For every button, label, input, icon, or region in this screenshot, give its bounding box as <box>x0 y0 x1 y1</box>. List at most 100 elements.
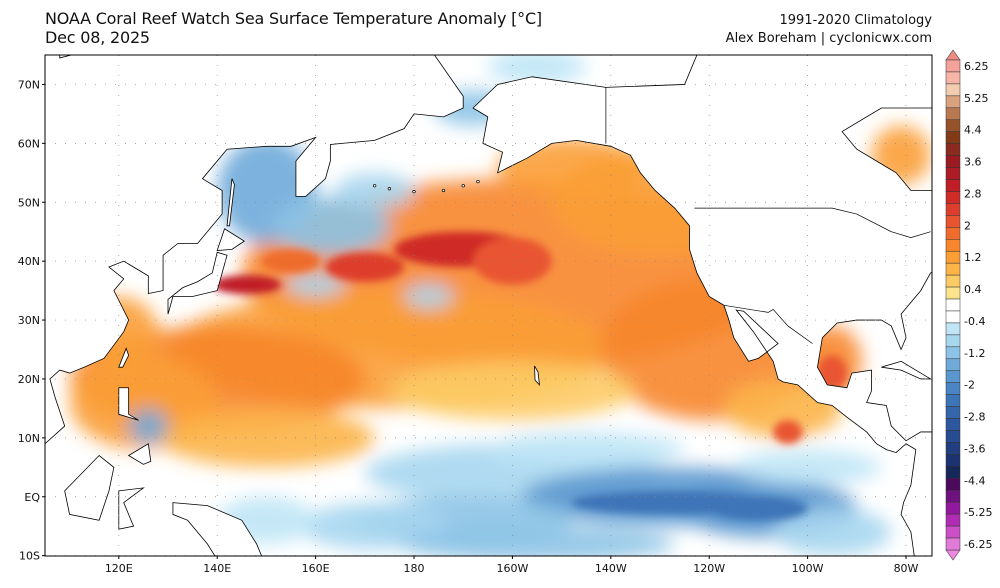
lat-label: 70N <box>18 78 40 91</box>
island-aleutian <box>372 184 377 188</box>
colorbar-bin <box>945 406 961 419</box>
colorbar-bin <box>945 501 961 515</box>
colorbar-bin <box>945 286 961 300</box>
colorbar-bin <box>945 478 961 491</box>
land-luzon <box>118 387 139 421</box>
lat-label: 20N <box>18 373 40 386</box>
colorbar-label: 5.25 <box>964 92 989 105</box>
anomaly-patch <box>487 55 587 85</box>
land-honshu <box>167 251 228 315</box>
land-north-america <box>472 55 932 556</box>
credits: 1991-2020 Climatology Alex Boreham | cyc… <box>726 12 932 48</box>
colorbar-bin <box>945 262 961 276</box>
land-hokkaido <box>216 228 245 251</box>
anomaly-hotspot <box>325 252 405 282</box>
land-hawaii <box>534 365 540 386</box>
island-aleutian <box>441 188 446 193</box>
lon-label: 160W <box>496 562 528 575</box>
colorbar-bin <box>945 155 961 168</box>
colorbar-bin <box>945 454 961 467</box>
colorbar-bin <box>945 442 961 455</box>
map-title: NOAA Coral Reef Watch Sea Surface Temper… <box>45 9 542 47</box>
colorbar-bin <box>945 71 961 85</box>
anomaly-patch <box>733 449 882 485</box>
land-masses <box>45 55 932 556</box>
colorbar-bin <box>945 370 961 383</box>
latitude-axis: 70N 60N 50N 40N 30N 20N 10N EQ 10S <box>18 78 45 563</box>
colorbar-bin <box>945 358 961 371</box>
colorbar-bin <box>945 131 961 144</box>
date-label: Dec 08, 2025 <box>45 28 150 47</box>
colorbar-bin <box>945 322 961 336</box>
colorbar-bin <box>945 274 961 288</box>
land-sakhalin <box>226 178 235 227</box>
colorbar-label: 4.4 <box>964 124 982 137</box>
colorbar-bin <box>945 525 961 539</box>
colorbar-bin <box>945 334 961 348</box>
anomaly-patch <box>158 408 375 468</box>
lon-label: 180 <box>404 562 425 575</box>
lon-label: 160E <box>302 562 330 575</box>
anomaly-patch <box>389 361 636 421</box>
land-borneo <box>64 454 115 521</box>
anomaly-patch <box>335 172 415 209</box>
colorbar-bin <box>945 83 961 97</box>
lat-label: EQ <box>24 491 40 504</box>
map-frame <box>44 54 933 557</box>
colorbar-label: -0.4 <box>964 315 985 328</box>
lat-label: 60N <box>18 137 40 150</box>
colorbar-label: 3.6 <box>964 156 982 169</box>
lon-label: 140E <box>203 562 231 575</box>
colorbar-label: -3.6 <box>964 442 985 455</box>
lon-label: 120W <box>693 562 725 575</box>
lat-label: 40N <box>18 255 40 268</box>
lat-label: 10S <box>19 550 40 563</box>
colorbar-label: -4.4 <box>964 474 985 487</box>
lat-label: 50N <box>18 196 40 209</box>
colorbar-label: -1.2 <box>964 347 985 360</box>
colorbar-bin <box>945 143 961 156</box>
island-aleutian <box>461 184 465 188</box>
colorbar-bin <box>945 298 961 312</box>
anomaly-hotspot <box>773 420 803 444</box>
anomaly-hotspot <box>261 249 321 273</box>
lon-label: 120E <box>105 562 133 575</box>
colorbar-bin <box>945 239 961 252</box>
land-new-guinea <box>172 502 263 556</box>
colorbar-bin <box>945 95 961 109</box>
colorbar-bin <box>945 489 961 503</box>
longitude-axis: 120E 140E 160E 180 160W 140W 120W 100W 80W <box>105 556 919 575</box>
lon-label: 140W <box>595 562 627 575</box>
colorbar-bin <box>945 537 961 551</box>
climatology-label: 1991-2020 Climatology <box>779 13 932 28</box>
colorbar-bin <box>945 382 961 395</box>
colorbar-min-arrow <box>945 549 961 561</box>
country-border <box>694 207 931 238</box>
island-aleutian <box>412 189 416 194</box>
island-aleutian <box>387 187 392 191</box>
colorbar-bin <box>945 430 961 443</box>
island-aleutian <box>476 179 480 184</box>
colorbar-label: 1.2 <box>964 251 982 264</box>
anomaly-patch <box>271 196 390 256</box>
anomaly-patch <box>487 431 685 468</box>
lon-label: 100W <box>792 562 824 575</box>
colorbar-label: -6.25 <box>964 538 992 551</box>
anomaly-patch <box>128 408 169 444</box>
colorbar-bin <box>945 227 961 240</box>
colorbar-label: 2.8 <box>964 187 982 200</box>
colorbar-bin <box>945 346 961 360</box>
land-mindanao <box>127 443 152 465</box>
anomaly-patch <box>773 508 892 556</box>
colorbar-label: 2 <box>964 219 971 232</box>
graticule <box>45 55 932 556</box>
author-label: Alex Boreham | cyclonicwx.com <box>725 31 932 46</box>
land-sulawesi <box>118 487 145 530</box>
anomaly-patch <box>399 526 675 556</box>
colorbar-bin <box>945 250 961 264</box>
colorbar-label: -2 <box>964 379 975 392</box>
colorbar-label: -2.8 <box>964 411 985 424</box>
colorbar-bin <box>945 203 961 216</box>
colorbar-bin <box>945 215 961 228</box>
